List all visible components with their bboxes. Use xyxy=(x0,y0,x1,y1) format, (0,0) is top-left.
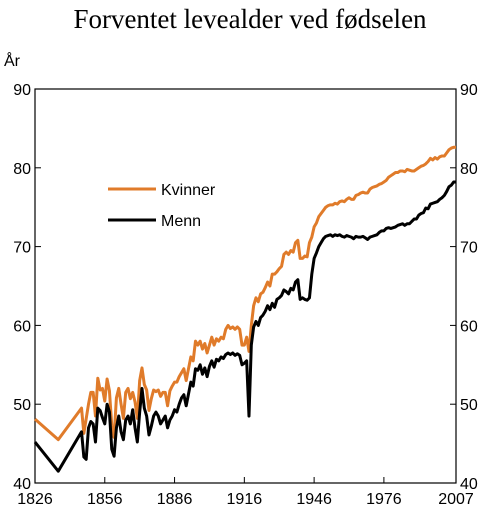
y-tick-label-left: 60 xyxy=(13,318,31,335)
x-tick-label: 1976 xyxy=(366,491,402,508)
x-tick-label: 1916 xyxy=(227,491,263,508)
y-tick-label-right: 40 xyxy=(460,476,478,493)
chart-title: Forventet levealder ved fødselen xyxy=(73,4,427,34)
y-tick-label-left: 90 xyxy=(13,82,31,99)
series-layer xyxy=(33,145,456,473)
legend: Kvinner Menn xyxy=(108,182,216,230)
y-tick-label-left: 80 xyxy=(13,161,31,178)
x-tick-label: 1946 xyxy=(296,491,332,508)
y-tick-label-right: 60 xyxy=(460,318,478,335)
y-tick-label-right: 90 xyxy=(460,82,478,99)
y-tick-label-right: 50 xyxy=(460,397,478,414)
x-tick-label: 2007 xyxy=(438,491,474,508)
y-tick-label-left: 40 xyxy=(13,476,31,493)
plot-area xyxy=(34,88,457,484)
series-line-menn xyxy=(33,180,456,473)
legend-label-menn: Menn xyxy=(161,213,201,230)
x-tick-label: 1856 xyxy=(87,491,123,508)
series-line-kvinner xyxy=(34,145,456,442)
x-tick-label: 1886 xyxy=(157,491,193,508)
tick-layer: 40 40 50 50 60 60 70 70 80 80 90 90 1826 1856 1886 1916… xyxy=(13,82,478,508)
y-axis-unit-label: År xyxy=(4,51,21,70)
y-tick-label-right: 80 xyxy=(460,161,478,178)
y-tick-label-left: 50 xyxy=(13,397,31,414)
y-tick-label-right: 70 xyxy=(460,240,478,257)
x-tick-label: 1826 xyxy=(17,491,53,508)
y-tick-label-left: 70 xyxy=(13,240,31,257)
legend-label-kvinner: Kvinner xyxy=(161,182,216,199)
